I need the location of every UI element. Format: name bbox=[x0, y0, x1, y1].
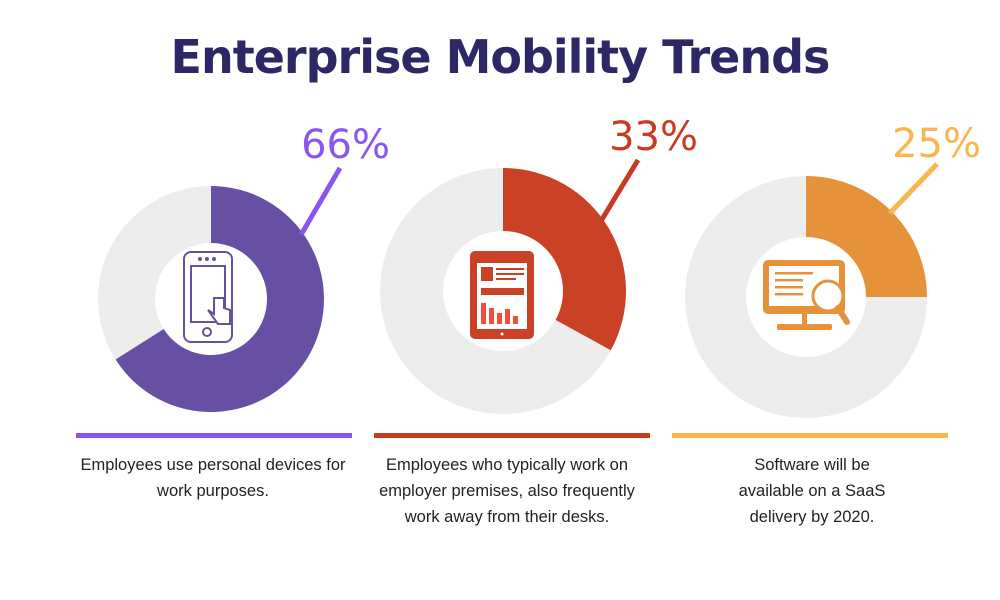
description-1: Employees use personal devices for work … bbox=[80, 456, 346, 500]
page-title: Enterprise Mobility Trends bbox=[170, 30, 831, 84]
leader-line bbox=[598, 158, 641, 223]
divider-bar-3 bbox=[672, 433, 948, 438]
percent-label-2: 33% bbox=[609, 114, 698, 160]
description-3: Software will be available on a SaaS del… bbox=[738, 456, 886, 526]
divider-bar-2 bbox=[374, 433, 650, 438]
description-2: Employees who typically work on employer… bbox=[379, 456, 635, 526]
donut-track-segment bbox=[684, 176, 927, 418]
percent-label-3: 25% bbox=[892, 121, 981, 167]
smartphone-touch-icon bbox=[183, 251, 233, 343]
donut-chart-3 bbox=[684, 162, 939, 418]
divider-bar-1 bbox=[76, 433, 352, 438]
donut-track-segment bbox=[379, 168, 611, 414]
percent-label-1: 66% bbox=[301, 122, 390, 168]
donut-track-segment bbox=[98, 186, 211, 360]
tablet-report-icon bbox=[470, 251, 534, 339]
donut-value-segment bbox=[115, 186, 324, 413]
leader-line bbox=[298, 166, 343, 236]
donut-chart-2 bbox=[379, 158, 641, 414]
leader-line bbox=[888, 162, 939, 215]
donut-chart-1 bbox=[98, 166, 343, 413]
donut-value-segment bbox=[806, 176, 927, 297]
monitor-search-icon bbox=[763, 260, 850, 330]
donut-value-segment bbox=[503, 168, 626, 351]
